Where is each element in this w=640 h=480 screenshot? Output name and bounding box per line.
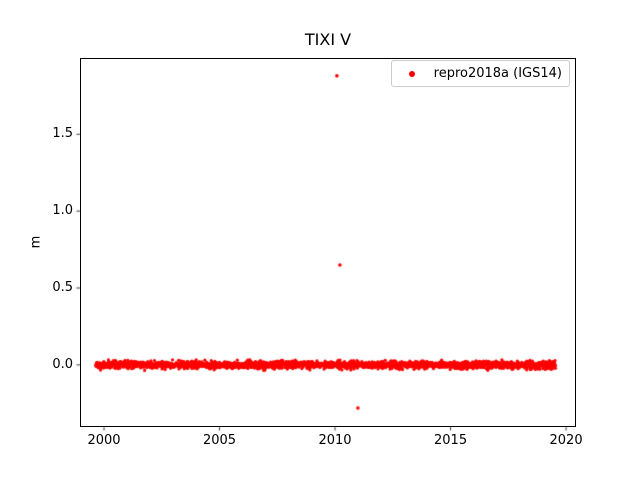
x-tick-label: 2010 [318, 433, 352, 448]
x-tick-label: 2000 [87, 433, 121, 448]
x-tick-label: 2015 [434, 433, 468, 448]
y-tick-label: 1.5 [52, 126, 73, 142]
legend-marker-icon [408, 70, 415, 77]
legend-handle [399, 70, 425, 77]
x-tick-label: 2005 [202, 433, 237, 448]
y-tick-label: 0.0 [52, 356, 73, 372]
legend: repro2018a (IGS14) [390, 60, 570, 87]
legend-label: repro2018a (IGS14) [433, 66, 562, 81]
y-tick-label: 1.0 [52, 203, 73, 219]
y-tick-label: 0.5 [52, 280, 73, 295]
x-tick-label: 2020 [549, 433, 583, 448]
